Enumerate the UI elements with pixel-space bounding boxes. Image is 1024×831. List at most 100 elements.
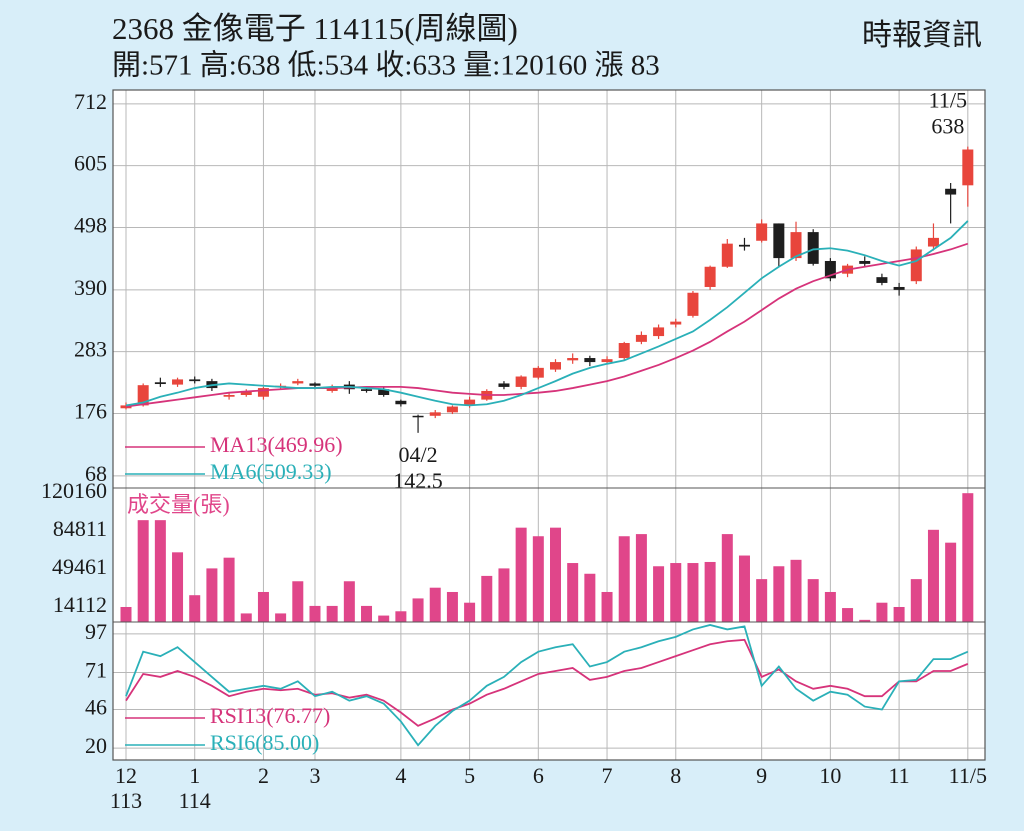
candle-body bbox=[945, 188, 957, 195]
candle-body bbox=[893, 286, 905, 290]
y-tick-label: 176 bbox=[74, 399, 107, 424]
volume-bar bbox=[824, 591, 836, 622]
x-tick-label: 8 bbox=[670, 763, 681, 788]
x-tick-label: 2 bbox=[258, 763, 269, 788]
line-series bbox=[125, 624, 969, 747]
x-tick-label: 11/5 bbox=[949, 763, 987, 788]
candle-body bbox=[687, 292, 699, 316]
line-series bbox=[125, 242, 969, 408]
volume-bar bbox=[807, 579, 819, 622]
volume-bar bbox=[773, 566, 785, 622]
plot-area bbox=[113, 90, 985, 760]
volume-bar bbox=[326, 605, 338, 622]
candle-body bbox=[361, 389, 373, 391]
candle-body bbox=[859, 260, 871, 264]
volume-bar bbox=[859, 619, 871, 622]
volume-bar bbox=[481, 575, 493, 622]
volume-bar bbox=[120, 606, 132, 622]
volume-bar bbox=[498, 568, 510, 622]
candle-body bbox=[773, 223, 785, 259]
candle-body bbox=[618, 343, 630, 359]
legend-label: MA13(469.96) bbox=[210, 432, 343, 457]
x-tick-label: 10 bbox=[819, 763, 841, 788]
candle-body bbox=[962, 149, 974, 186]
x-sub-label: 114 bbox=[179, 788, 211, 813]
volume-bar bbox=[927, 529, 939, 622]
legend-label: RSI6(85.00) bbox=[210, 730, 319, 755]
candle-body bbox=[584, 358, 596, 363]
volume-bar bbox=[446, 591, 458, 622]
candle-body bbox=[257, 388, 269, 397]
candle-body bbox=[240, 390, 252, 395]
candle-body bbox=[670, 321, 682, 325]
y-tick-label: 498 bbox=[74, 213, 107, 238]
volume-bar bbox=[910, 579, 922, 622]
candle-body bbox=[395, 400, 407, 405]
candle-body bbox=[412, 415, 424, 418]
x-tick-label: 4 bbox=[395, 763, 406, 788]
y-tick-label: 84811 bbox=[53, 516, 107, 541]
x-tick-label: 9 bbox=[756, 763, 767, 788]
volume-bar bbox=[532, 536, 544, 622]
candle-body bbox=[172, 379, 184, 385]
candle-body bbox=[498, 383, 510, 387]
volume-bar bbox=[584, 573, 596, 622]
candle-body bbox=[807, 232, 819, 264]
volume-bar bbox=[172, 552, 184, 622]
candle-body bbox=[550, 362, 561, 370]
y-tick-label: 46 bbox=[85, 695, 107, 720]
x-tick-label: 5 bbox=[464, 763, 475, 788]
volume-bar bbox=[257, 591, 269, 622]
volume-bar bbox=[550, 527, 561, 622]
y-tick-label: 390 bbox=[74, 275, 107, 300]
x-tick-label: 12 bbox=[115, 763, 137, 788]
volume-bar bbox=[292, 581, 304, 622]
volume-bar bbox=[756, 579, 768, 622]
summary: 開:571 高:638 低:534 收:633 量:120160 漲 83 bbox=[112, 49, 660, 82]
y-tick-label: 68 bbox=[85, 461, 107, 486]
x-tick-label: 6 bbox=[533, 763, 544, 788]
volume-bar bbox=[189, 595, 201, 622]
volume-bar bbox=[704, 561, 716, 622]
candle-body bbox=[120, 405, 132, 409]
x-tick-label: 11 bbox=[889, 763, 910, 788]
candle-body bbox=[137, 385, 149, 406]
candle-body bbox=[601, 359, 613, 363]
volume-bar bbox=[137, 520, 149, 622]
legend-label: RSI13(76.77) bbox=[210, 703, 330, 728]
line-series bbox=[125, 638, 969, 727]
source: 時報資訊 bbox=[862, 19, 982, 52]
volume-bar bbox=[361, 605, 373, 622]
candle-body bbox=[824, 260, 836, 279]
candle-body bbox=[378, 389, 390, 395]
volume-bar bbox=[670, 563, 682, 622]
volume-bar bbox=[618, 536, 630, 622]
candle-body bbox=[721, 243, 733, 267]
candle-body bbox=[429, 412, 441, 416]
volume-bar bbox=[945, 542, 957, 622]
volume-bar bbox=[515, 527, 527, 622]
volume-bar bbox=[464, 602, 476, 622]
volume-bar bbox=[876, 602, 888, 622]
candle-body bbox=[154, 382, 166, 385]
volume-bar bbox=[154, 520, 166, 622]
volume-bar bbox=[738, 555, 750, 622]
volume-bar bbox=[378, 615, 390, 622]
volume-bar bbox=[275, 613, 287, 622]
volume-bar bbox=[223, 557, 235, 622]
panel-title: 成交量(張) bbox=[127, 492, 230, 517]
legend-label: MA6(509.33) bbox=[210, 459, 332, 484]
volume-bar bbox=[687, 563, 699, 622]
volume-bar bbox=[893, 606, 905, 622]
line-series bbox=[125, 220, 969, 407]
x-tick-label: 1 bbox=[189, 763, 200, 788]
annotation: 11/5 bbox=[929, 88, 967, 113]
volume-bar bbox=[790, 559, 802, 622]
candle-body bbox=[567, 358, 579, 361]
y-tick-label: 14112 bbox=[53, 592, 107, 617]
y-tick-label: 71 bbox=[85, 657, 107, 682]
candle-body bbox=[515, 376, 527, 387]
volume-bar bbox=[653, 566, 665, 622]
volume-bar bbox=[309, 605, 321, 622]
